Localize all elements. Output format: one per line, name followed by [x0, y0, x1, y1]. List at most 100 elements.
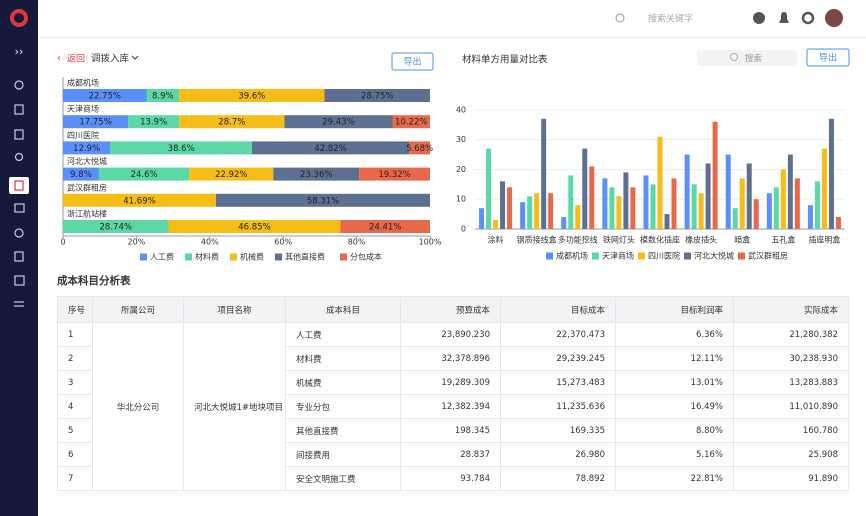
nav-active[interactable] [9, 177, 29, 194]
search-input[interactable]: 搜索关键字 [648, 13, 693, 25]
nav-icon[interactable] [14, 228, 24, 238]
value-label: 46.85% [238, 223, 270, 233]
legend-swatch [230, 253, 237, 261]
bar [835, 217, 841, 229]
back-icon[interactable]: ‹ [57, 53, 61, 64]
search-box[interactable] [697, 50, 797, 66]
bar [739, 178, 745, 229]
table-cell: 160.780 [733, 418, 849, 443]
x-tick-label: 插座明盒 [808, 235, 840, 245]
legend-label: 四川医院 [648, 251, 680, 261]
x-tick-label: 60% [274, 238, 292, 247]
expand-icon[interactable]: ›› [15, 45, 24, 58]
x-tick-label: 钢质接线盒 [517, 235, 557, 245]
category-label: 四川医院 [67, 130, 99, 140]
bar-segment [63, 141, 111, 155]
company-cell: 华北分公司 [92, 322, 184, 491]
bar [541, 118, 547, 229]
table-cell: 30,238.930 [733, 346, 849, 371]
bar-segment [179, 115, 285, 129]
table-cell: 93.784 [400, 466, 501, 491]
bar [616, 196, 622, 229]
legend-label: 河北大悦城 [694, 251, 734, 261]
value-label: 5.68% [406, 144, 433, 154]
bar-segment [340, 220, 430, 233]
category-label: 河北大悦城 [67, 156, 107, 166]
table-cell: 13.01% [615, 370, 734, 395]
table-cell: 21,280.382 [733, 322, 849, 347]
bar-segment [110, 141, 253, 155]
table-cell: 2 [57, 346, 93, 371]
message-icon[interactable] [753, 12, 765, 24]
category-label: 浙江航站楼 [67, 209, 107, 219]
nav-icon[interactable] [14, 104, 24, 115]
bar [828, 118, 834, 229]
bar [650, 184, 656, 229]
value-label: 38.6% [168, 144, 195, 154]
y-tick-label: 0 [461, 225, 466, 234]
legend-label: 机械费 [240, 252, 264, 262]
bar-segment [409, 141, 430, 155]
bar-segment [284, 115, 393, 129]
bar [712, 121, 718, 229]
avatar[interactable] [825, 9, 843, 27]
bar-segment [168, 220, 341, 233]
table-cell: 8.80% [615, 418, 734, 443]
bar-segment [98, 167, 190, 181]
export-button[interactable] [806, 48, 850, 67]
table-cell: 专业分包 [285, 394, 401, 419]
search-placeholder: 搜索 [745, 53, 762, 64]
value-label: 19.32% [378, 170, 410, 180]
nav-icon[interactable] [14, 129, 24, 140]
bar-segment [179, 89, 325, 102]
table-row: 6 间接费用 28.837 26.980 5.16% 25.908 [57, 442, 849, 467]
table-cell: 91.890 [733, 466, 849, 491]
table-cell: 169.335 [500, 418, 616, 443]
bar-segment [324, 89, 430, 102]
table-cell: 材料费 [285, 346, 401, 371]
back-link[interactable]: 返回 [67, 53, 85, 65]
bell-icon[interactable] [779, 12, 789, 23]
value-label: 24.6% [131, 170, 158, 180]
logo[interactable] [10, 9, 28, 27]
bar [568, 175, 574, 229]
value-label: 28.75% [361, 92, 393, 102]
nav-icon[interactable] [14, 275, 25, 286]
bar [507, 187, 513, 229]
search-icon[interactable] [615, 13, 625, 23]
bar [630, 187, 636, 229]
nav-icon[interactable] [14, 203, 25, 213]
export-label: 导出 [403, 56, 421, 68]
value-label: 22.75% [89, 92, 121, 102]
bar [582, 148, 588, 229]
table-cell: 29,239.245 [500, 346, 616, 371]
table-cell: 78.892 [500, 466, 616, 491]
settings-icon[interactable] [801, 11, 815, 25]
bar [773, 187, 779, 229]
y-tick-label: 10 [456, 195, 466, 204]
table-row: 2 材料费 32,378.896 29,239.245 12.11% 30,238.930 [57, 346, 849, 371]
bar [479, 208, 485, 229]
bar-segment [63, 89, 147, 102]
nav-icon[interactable] [14, 80, 24, 90]
table-cell: 机械费 [285, 370, 401, 395]
export-button[interactable] [391, 52, 434, 71]
bar [691, 184, 697, 229]
table-cell: 6.36% [615, 322, 734, 347]
bar [643, 175, 649, 229]
dropdown-icon[interactable] [131, 55, 139, 60]
bar [807, 205, 813, 229]
table-row: 7 安全文明施工费 93.784 78.892 22.81% 91.890 [57, 466, 849, 491]
table-row: 1 华北分公司 河北大悦城1#地块项目 人工费 23,890.230 22,370.473… [57, 322, 849, 491]
value-label: 13.9% [140, 118, 167, 128]
table-cell: 6 [57, 442, 93, 467]
nav-icon[interactable] [14, 251, 24, 262]
x-tick-label: 20% [128, 238, 146, 247]
nav-icon[interactable] [14, 152, 24, 162]
bar [766, 193, 772, 229]
column-header: 预算成本 [400, 296, 501, 323]
bar [821, 148, 827, 229]
table-cell: 23,890.230 [400, 322, 501, 347]
y-tick-label: 30 [456, 135, 466, 144]
x-tick-label: 80% [348, 238, 366, 247]
